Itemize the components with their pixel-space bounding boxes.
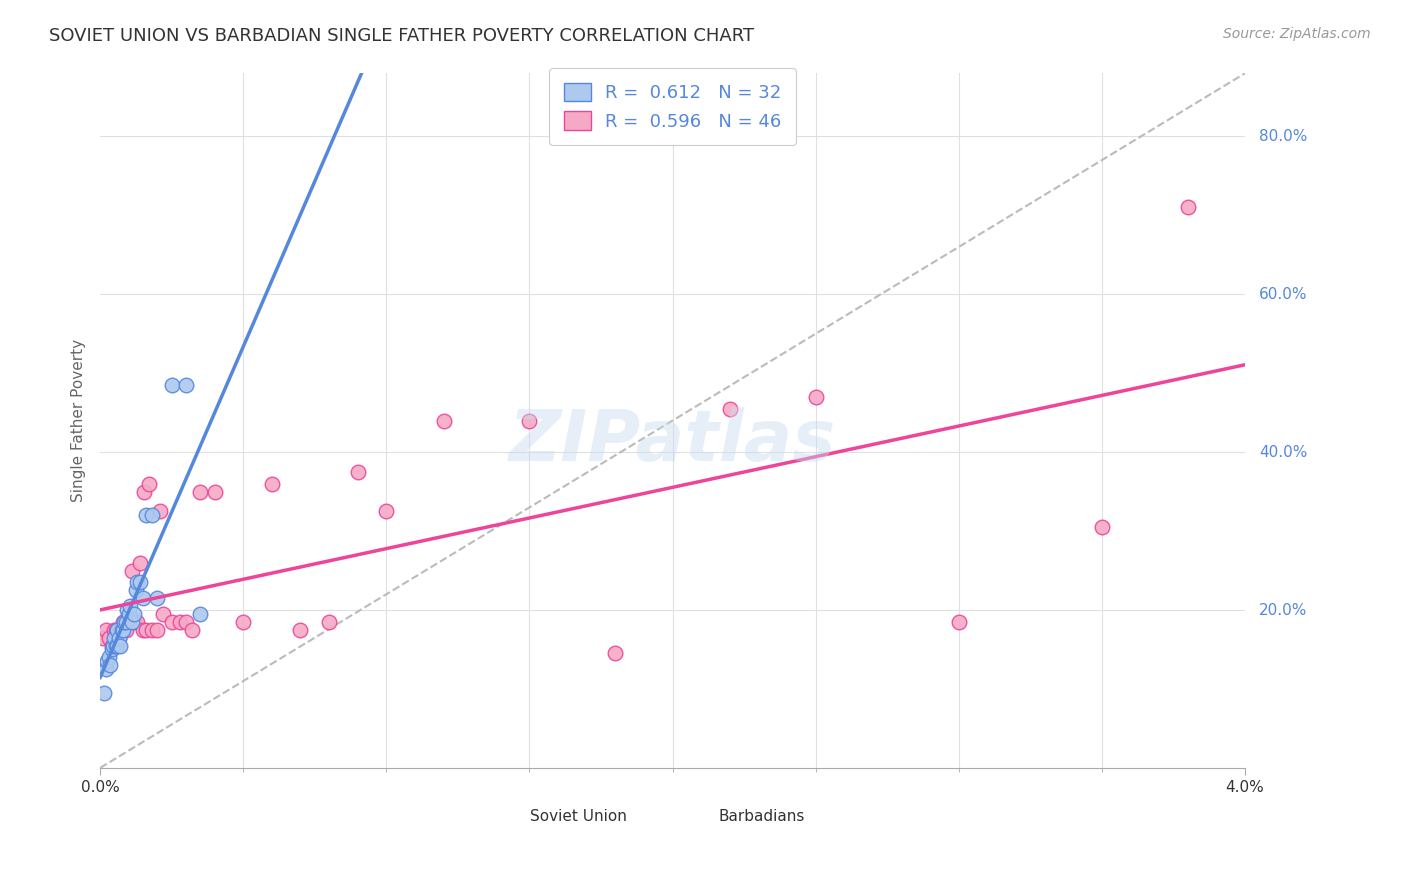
Point: [101, 639, 124, 653]
Point: [188, 484, 211, 499]
FancyBboxPatch shape: [690, 806, 718, 823]
Point: [1177, 201, 1199, 215]
Point: [160, 615, 183, 629]
Point: [146, 623, 169, 637]
Point: [149, 504, 172, 518]
Point: [375, 504, 398, 518]
Point: [115, 623, 138, 637]
Point: [108, 623, 131, 637]
Point: [804, 390, 827, 404]
Point: [260, 476, 283, 491]
Point: [124, 615, 146, 629]
Point: [125, 583, 148, 598]
Point: [105, 639, 128, 653]
Point: [174, 378, 197, 392]
Point: [127, 575, 149, 590]
Point: [948, 615, 970, 629]
Point: [105, 623, 128, 637]
Point: [104, 639, 127, 653]
Point: [174, 615, 197, 629]
Point: [98, 658, 121, 673]
Point: [141, 623, 163, 637]
Point: [134, 484, 156, 499]
Point: [160, 378, 183, 392]
Point: [204, 484, 226, 499]
Point: [127, 615, 149, 629]
Point: [94, 623, 117, 637]
Point: [104, 623, 127, 637]
Text: 60.0%: 60.0%: [1258, 286, 1308, 301]
Point: [152, 607, 174, 621]
Point: [120, 599, 142, 613]
Point: [103, 623, 125, 637]
Point: [118, 615, 141, 629]
Point: [117, 603, 139, 617]
Point: [188, 607, 211, 621]
Point: [346, 465, 368, 479]
Point: [135, 508, 157, 523]
Point: [318, 615, 340, 629]
Point: [114, 615, 136, 629]
Point: [605, 647, 627, 661]
Point: [110, 623, 132, 637]
Point: [1091, 520, 1114, 534]
Text: ZIPatlas: ZIPatlas: [509, 407, 837, 476]
Point: [97, 650, 120, 665]
Point: [112, 623, 135, 637]
Point: [169, 615, 191, 629]
Legend: R =  0.612   N = 32, R =  0.596   N = 46: R = 0.612 N = 32, R = 0.596 N = 46: [550, 69, 796, 145]
Point: [107, 631, 129, 645]
Point: [141, 508, 163, 523]
Point: [146, 591, 169, 606]
Point: [100, 642, 122, 657]
FancyBboxPatch shape: [592, 806, 621, 823]
Point: [103, 631, 125, 645]
Point: [93, 686, 115, 700]
Point: [117, 615, 139, 629]
Point: [112, 615, 135, 629]
Text: 40.0%: 40.0%: [1258, 444, 1308, 459]
Point: [180, 623, 202, 637]
Text: SOVIET UNION VS BARBADIAN SINGLE FATHER POVERTY CORRELATION CHART: SOVIET UNION VS BARBADIAN SINGLE FATHER …: [49, 27, 755, 45]
Point: [108, 639, 131, 653]
Point: [118, 607, 141, 621]
Point: [129, 575, 152, 590]
Point: [124, 607, 146, 621]
Point: [100, 639, 122, 653]
Point: [96, 654, 118, 668]
Point: [121, 615, 143, 629]
Point: [129, 556, 152, 570]
Point: [132, 623, 155, 637]
Text: 80.0%: 80.0%: [1258, 128, 1308, 144]
Text: Source: ZipAtlas.com: Source: ZipAtlas.com: [1223, 27, 1371, 41]
Point: [97, 631, 120, 645]
Text: Soviet Union: Soviet Union: [530, 809, 627, 824]
Point: [132, 591, 155, 606]
Text: Barbadians: Barbadians: [718, 809, 804, 824]
Point: [138, 476, 160, 491]
Point: [115, 615, 138, 629]
Point: [121, 564, 143, 578]
Point: [519, 413, 541, 427]
Point: [114, 615, 136, 629]
Point: [232, 615, 254, 629]
Text: 20.0%: 20.0%: [1258, 602, 1308, 617]
Y-axis label: Single Father Poverty: Single Father Poverty: [72, 339, 86, 502]
Point: [107, 631, 129, 645]
Point: [105, 623, 128, 637]
Point: [718, 401, 741, 416]
Point: [433, 413, 456, 427]
Point: [91, 631, 114, 645]
Point: [290, 623, 312, 637]
Point: [135, 623, 157, 637]
Point: [94, 662, 117, 676]
